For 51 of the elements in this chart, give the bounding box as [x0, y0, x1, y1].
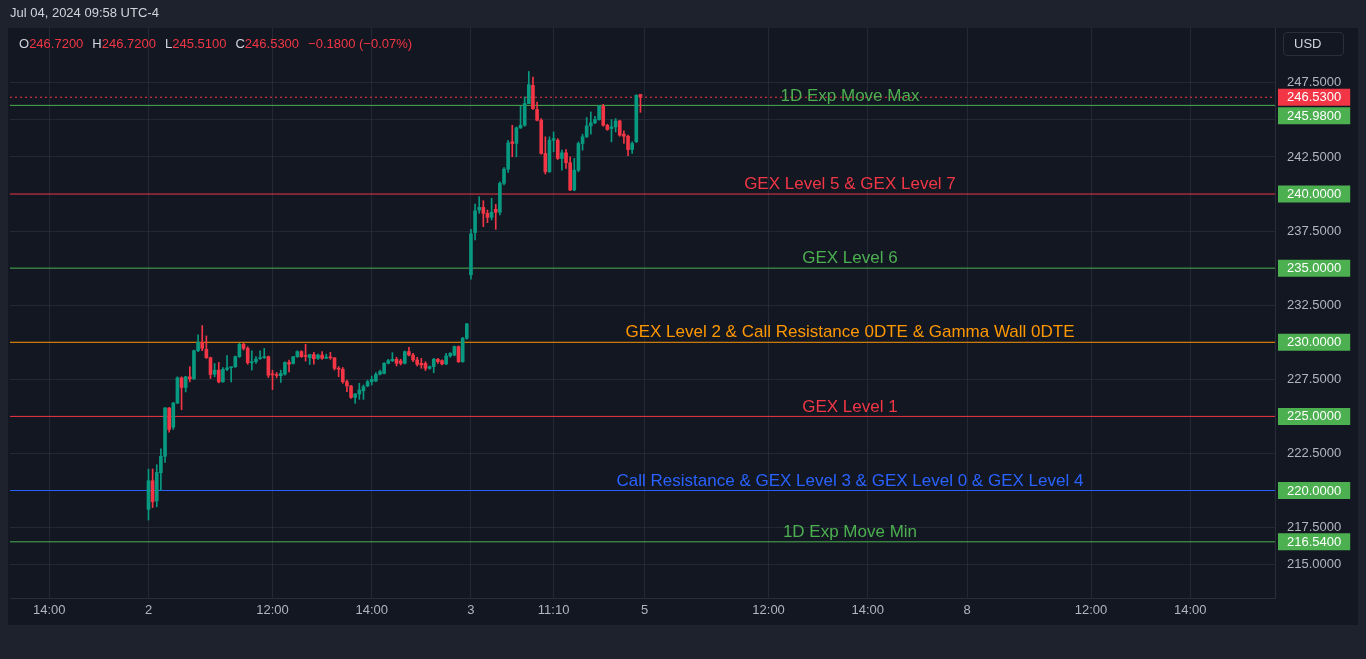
y-tick-label: 222.5000 — [1287, 445, 1342, 461]
text: 245.9800 — [1287, 107, 1342, 123]
y-tick-label: 227.5000 — [1287, 370, 1342, 386]
x-tick-label: 2 — [144, 602, 153, 618]
text: 240.0000 — [1287, 186, 1342, 202]
text: 220.0000 — [1287, 482, 1342, 498]
x-tick-label: 11:10 — [537, 602, 570, 618]
x-tick-label: 12:00 — [752, 602, 785, 618]
text: 225.0000 — [1287, 408, 1342, 424]
x-tick-label: 14:00 — [33, 602, 66, 618]
ref-line-label: 1D Exp Move Min — [782, 522, 918, 541]
y-tick-label: 237.5000 — [1287, 222, 1342, 238]
x-tick-label: 5 — [640, 602, 649, 618]
annotation: C246.5300 — [235, 36, 300, 51]
x-tick-label: 8 — [963, 602, 971, 618]
x-tick-label: 14:00 — [1173, 602, 1207, 618]
annotation: H246.7200 — [92, 36, 156, 51]
y-tick-label: 242.5000 — [1287, 148, 1342, 164]
y-tick-label: 217.5000 — [1287, 519, 1342, 535]
text: 216.5400 — [1287, 533, 1342, 549]
annotation: L245.5100 — [164, 36, 227, 51]
ref-line-label: GEX Level 1 — [802, 396, 898, 416]
ref-line-label: GEX Level 6 — [802, 248, 898, 268]
ref-line-label: GEX Level 2 & Call Resistance 0DTE & Gamma Wall 0DTE — [625, 322, 1075, 342]
ref-line-label: GEX Level 5 & GEX Level 7 — [744, 174, 956, 194]
y-tick-label: 215.0000 — [1287, 556, 1342, 572]
candlestick — [262, 348, 267, 359]
text: 235.0000 — [1287, 260, 1342, 276]
x-tick-label: 14:00 — [355, 602, 388, 618]
x-tick-label: 12:00 — [256, 602, 289, 618]
candlestick — [510, 124, 515, 158]
candlestick — [258, 350, 262, 360]
x-tick-label: 12:00 — [1074, 602, 1108, 618]
y-tick-label: 247.5000 — [1287, 74, 1342, 90]
candlestick — [250, 350, 254, 371]
text: 230.0000 — [1287, 334, 1342, 350]
annotation: O246.7200 — [19, 36, 84, 51]
text: Jul 04, 2024 09:58 UTC-4 — [10, 5, 159, 21]
candlestick — [357, 383, 362, 400]
y-tick-label: 232.5000 — [1287, 296, 1342, 312]
candlestick — [589, 111, 593, 135]
ref-line-label: 1D Exp Move Max — [780, 85, 920, 105]
candlestick — [287, 359, 291, 373]
candlestick — [493, 204, 498, 230]
currency-button: USD — [1283, 32, 1345, 56]
x-tick-label: 14:00 — [851, 602, 885, 618]
candlestick — [188, 366, 192, 383]
ref-line-label: Call Resistance & GEX Level 3 & GEX Level 0 & GEX Level 4 — [616, 470, 1084, 490]
x-tick-label: 3 — [467, 602, 475, 618]
text: 246.5300 — [1287, 89, 1342, 105]
annotation: −0.1800 (−0.07%) — [308, 36, 413, 52]
